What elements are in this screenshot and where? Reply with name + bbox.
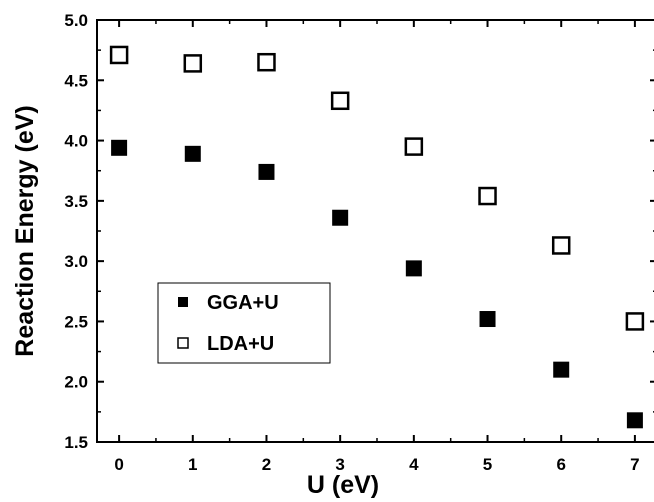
x-tick-label: 1 — [188, 455, 197, 474]
axis-ticks — [97, 19, 654, 443]
x-axis-title: U (eV) — [307, 471, 379, 499]
y-tick-label: 1.5 — [64, 433, 88, 452]
gga-u-point — [258, 163, 275, 180]
y-axis-title: Reaction Energy (eV) — [11, 105, 39, 356]
y-tick-label: 4.0 — [64, 132, 88, 151]
axis-tick-labels: 0 1 2 3 4 5 6 7 1.5 2.0 2.5 3.0 3.5 4.0 4.5 5.0 — [64, 11, 639, 474]
y-tick-label: 3.0 — [64, 252, 88, 271]
legend-label-gga: GGA+U — [207, 292, 279, 314]
gga-u-point — [184, 145, 201, 162]
y-tick-label: 2.0 — [64, 373, 88, 392]
gga-u-point — [479, 311, 496, 328]
legend-box — [157, 282, 331, 364]
legend-marker-gga — [178, 297, 188, 307]
y-tick-label: 5.0 — [64, 11, 88, 30]
lda-u-point — [330, 91, 350, 111]
data-points — [109, 45, 645, 429]
gga-u-point — [111, 139, 128, 156]
legend-marker-lda — [177, 337, 189, 349]
lda-u-point — [625, 312, 645, 331]
x-tick-label: 5 — [483, 455, 492, 474]
lda-u-point — [109, 45, 129, 65]
lda-u-point — [551, 236, 571, 255]
legend-label-lda: LDA+U — [207, 333, 274, 355]
gga-u-point — [405, 260, 422, 277]
y-tick-label: 4.5 — [64, 71, 88, 90]
gga-u-point — [626, 412, 643, 429]
lda-u-point — [404, 137, 424, 156]
x-tick-label: 2 — [262, 455, 271, 474]
x-tick-label: 3 — [335, 455, 344, 474]
plot-frame — [96, 19, 654, 443]
lda-u-point — [257, 52, 276, 72]
y-tick-label: 3.5 — [64, 192, 88, 211]
x-tick-label: 4 — [409, 455, 419, 474]
x-tick-label: 0 — [114, 455, 123, 474]
gga-u-point — [553, 361, 570, 378]
x-tick-label: 7 — [630, 455, 639, 474]
x-tick-label: 6 — [556, 455, 565, 474]
lda-u-point — [478, 186, 497, 206]
gga-u-point — [332, 209, 349, 226]
legend: GGA+U LDA+U — [157, 282, 331, 364]
y-tick-label: 2.5 — [64, 312, 88, 331]
lda-u-point — [183, 54, 203, 73]
